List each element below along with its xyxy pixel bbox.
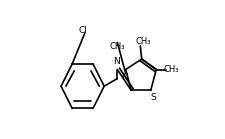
Text: Cl: Cl xyxy=(79,26,88,35)
Text: N: N xyxy=(113,57,120,66)
Text: N: N xyxy=(121,73,128,82)
Text: S: S xyxy=(150,94,156,102)
Text: CH₃: CH₃ xyxy=(135,37,151,46)
Text: CH₃: CH₃ xyxy=(110,42,125,51)
Text: CH₃: CH₃ xyxy=(164,65,179,74)
